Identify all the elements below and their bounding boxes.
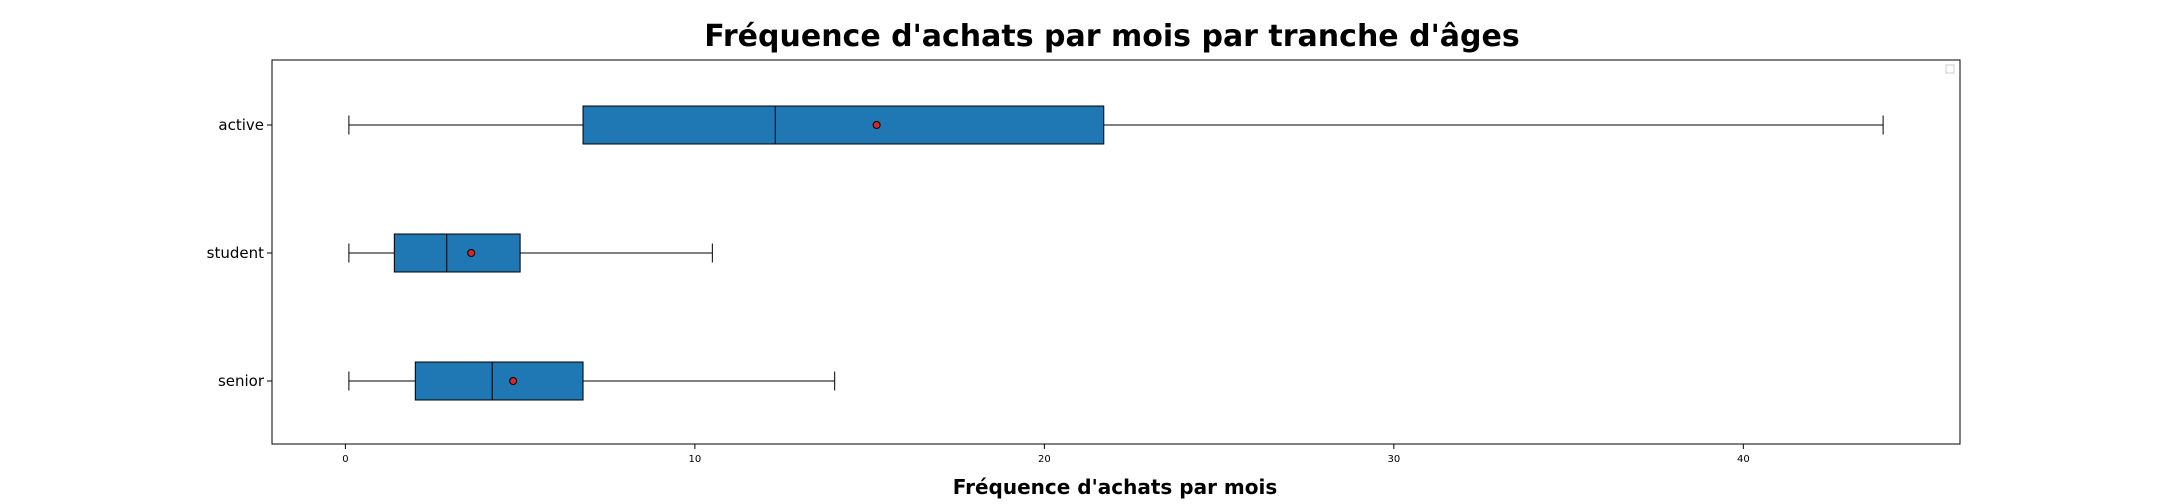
chart-title: Fréquence d'achats par mois par tranche … xyxy=(704,19,1519,54)
box-active xyxy=(348,105,1884,145)
iqr-box xyxy=(582,105,1105,145)
x-tick-label: 10 xyxy=(689,454,702,465)
box-student xyxy=(348,233,713,273)
x-tick-label: 40 xyxy=(1737,454,1750,465)
plot-frame xyxy=(271,59,1961,445)
y-tick-label: senior xyxy=(218,372,265,390)
box-senior xyxy=(348,361,836,401)
iqr-box xyxy=(393,233,521,273)
x-tick-label: 20 xyxy=(1038,454,1051,465)
legend-box xyxy=(1945,64,1955,74)
mean-marker xyxy=(509,377,518,385)
y-axis: active student senior xyxy=(207,116,272,390)
y-tick-label: active xyxy=(218,116,264,134)
iqr-box xyxy=(414,361,584,401)
x-axis: 0 10 20 30 40 xyxy=(342,444,1750,465)
mean-marker xyxy=(872,121,881,129)
y-tick-label: student xyxy=(207,244,264,262)
box-series xyxy=(348,105,1884,401)
mean-marker xyxy=(467,249,476,257)
x-tick-label: 0 xyxy=(342,454,348,465)
x-axis-label: Fréquence d'achats par mois xyxy=(953,475,1277,499)
x-tick-label: 30 xyxy=(1387,454,1400,465)
